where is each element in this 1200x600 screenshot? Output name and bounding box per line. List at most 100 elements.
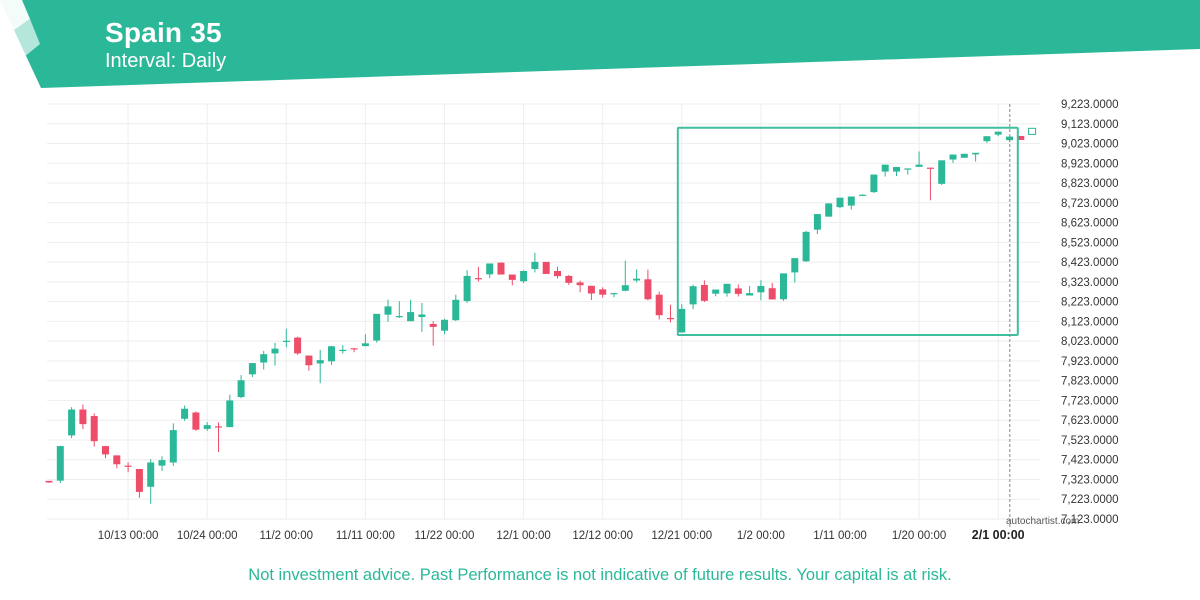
candle <box>328 345 335 365</box>
x-tick-label: 11/2 00:00 <box>260 530 314 542</box>
candle <box>418 303 426 332</box>
x-tick-label: 10/24 00:00 <box>177 530 238 542</box>
candle <box>893 167 900 177</box>
candle <box>847 196 855 210</box>
candle <box>350 348 358 353</box>
candle-body <box>621 285 629 291</box>
candle <box>271 342 279 366</box>
x-tick-label: 12/1 00:00 <box>496 530 550 542</box>
y-tick-label: 7,323.0000 <box>1061 474 1119 486</box>
candle-body <box>158 460 166 466</box>
candle <box>158 456 166 471</box>
banner-shape <box>0 0 1200 88</box>
candle <box>949 154 957 163</box>
candle <box>881 164 889 177</box>
candle-body <box>407 312 415 322</box>
candle-body <box>452 299 460 321</box>
candle-body <box>294 337 302 354</box>
candle <box>633 269 641 283</box>
candle <box>373 313 381 343</box>
candle <box>339 345 347 354</box>
candle-body <box>463 275 471 302</box>
interval-label: Interval: Daily <box>105 50 227 72</box>
candle <box>825 203 833 217</box>
x-tick-label: 11/22 00:00 <box>415 530 475 542</box>
candle <box>960 153 968 158</box>
candle-body <box>124 465 132 467</box>
candlestick-chart: 9,223.0000 9,123.0000 9,023.0000 8,923.0000… <box>45 99 1119 542</box>
candle-body <box>768 288 776 300</box>
candle <box>463 270 471 304</box>
candle-body <box>316 360 324 364</box>
candle <box>181 405 189 421</box>
candle-body <box>746 293 754 296</box>
x-tick-label: 12/21 00:00 <box>651 530 712 542</box>
candle <box>497 262 505 275</box>
candle-body <box>1028 127 1037 135</box>
candle <box>599 287 607 298</box>
candle <box>135 469 143 498</box>
candle <box>994 131 1002 137</box>
candle <box>384 299 392 322</box>
candle-body <box>780 273 787 300</box>
candle <box>1028 127 1037 135</box>
candle-body <box>508 274 516 280</box>
candle-body <box>395 316 403 318</box>
candle-body <box>1006 136 1013 141</box>
x-tick-label: 11/11 00:00 <box>336 530 395 542</box>
y-tick-label: 9,023.0000 <box>1061 139 1119 151</box>
candle-body <box>554 270 561 277</box>
candle <box>757 280 765 301</box>
candle-body <box>893 167 900 172</box>
candle <box>56 445 64 484</box>
pattern-overlay <box>676 104 1019 528</box>
candle-body <box>802 231 810 262</box>
candle <box>441 319 448 335</box>
candle-body <box>203 425 211 429</box>
x-tick-label: 10/13 00:00 <box>98 530 159 542</box>
candle-body <box>328 346 335 362</box>
candle <box>542 261 550 274</box>
x-tick-label: 1/2 00:00 <box>737 530 785 542</box>
candle-body <box>350 348 358 350</box>
candle-body <box>836 197 844 208</box>
candle <box>791 258 799 283</box>
candle <box>689 284 697 310</box>
candle-body <box>339 349 347 352</box>
candle <box>587 285 595 301</box>
y-tick-label: 7,423.0000 <box>1061 455 1119 467</box>
candle <box>248 363 256 377</box>
candle-body <box>881 164 889 172</box>
candle-body <box>147 462 155 487</box>
page-title: Spain 35 <box>105 17 222 48</box>
candle-body <box>655 294 663 316</box>
candle-body <box>938 160 946 184</box>
candle-body <box>520 270 528 282</box>
candle-body <box>282 340 290 342</box>
candle <box>237 375 245 399</box>
candle-body <box>723 283 731 294</box>
candle <box>746 286 754 296</box>
candle <box>452 294 460 321</box>
candle-body <box>667 318 674 320</box>
candle-body <box>587 285 595 294</box>
candle <box>429 321 437 346</box>
candle <box>407 299 415 322</box>
candle <box>565 274 573 285</box>
candle-body <box>576 282 584 286</box>
candle <box>102 446 109 459</box>
y-tick-label: 9,223.0000 <box>1061 99 1119 111</box>
candle <box>1017 136 1025 140</box>
y-tick-label: 8,023.0000 <box>1061 336 1119 348</box>
candle <box>667 304 674 323</box>
candle-body <box>305 355 313 366</box>
candle <box>859 194 867 197</box>
candle <box>361 334 369 347</box>
candle <box>520 270 528 284</box>
candle-body <box>260 354 268 363</box>
candle <box>983 136 991 143</box>
candle-body <box>960 153 968 158</box>
candle <box>192 411 200 431</box>
candle-body <box>757 286 765 293</box>
candle-body <box>633 278 641 281</box>
